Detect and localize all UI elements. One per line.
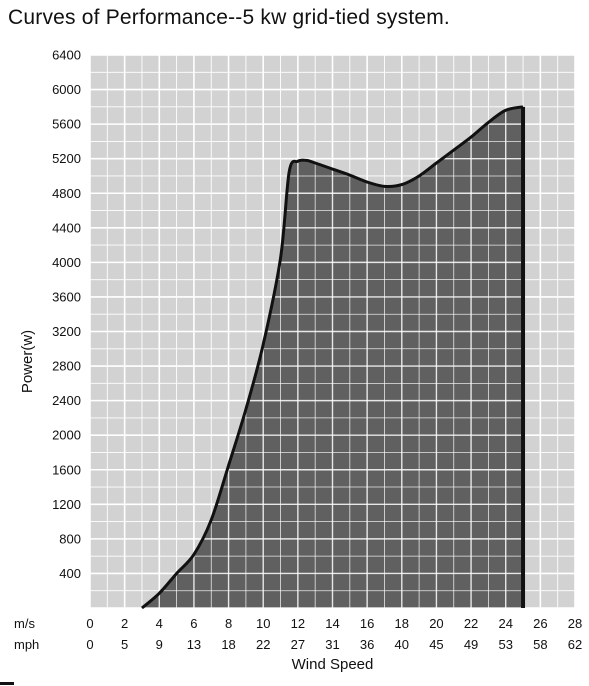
x-tick-label-ms: 16 bbox=[360, 616, 374, 631]
x-tick-label-mph: 36 bbox=[360, 637, 374, 652]
x-axis-label: Wind Speed bbox=[292, 656, 374, 673]
x-tick-label-ms: 18 bbox=[395, 616, 409, 631]
y-tick-label: 400 bbox=[59, 566, 81, 581]
x-tick-label-mph: 45 bbox=[429, 637, 443, 652]
x-tick-label-mph: 58 bbox=[533, 637, 547, 652]
x-tick-label-ms: 14 bbox=[325, 616, 339, 631]
x-tick-label-mph: 9 bbox=[156, 637, 163, 652]
corner-mark bbox=[0, 682, 14, 685]
y-tick-label: 2800 bbox=[52, 359, 81, 374]
x-tick-label-mph: 0 bbox=[86, 637, 93, 652]
x-tick-label-ms: 12 bbox=[291, 616, 305, 631]
y-tick-label: 6400 bbox=[52, 48, 81, 63]
x-tick-label-ms: 4 bbox=[156, 616, 163, 631]
x-tick-label-mph: 53 bbox=[498, 637, 512, 652]
x-tick-label-mph: 31 bbox=[325, 637, 339, 652]
x-tick-label-mph: 62 bbox=[568, 637, 582, 652]
x-tick-label-mph: 27 bbox=[291, 637, 305, 652]
x-tick-label-mph: 13 bbox=[187, 637, 201, 652]
x-tick-label-ms: 22 bbox=[464, 616, 478, 631]
y-tick-label: 2000 bbox=[52, 428, 81, 443]
y-tick-label: 4400 bbox=[52, 220, 81, 235]
y-axis-label: Power(w) bbox=[19, 330, 36, 393]
power-curve bbox=[140, 105, 524, 610]
y-tick-label: 3200 bbox=[52, 324, 81, 339]
x-tick-label-ms: 0 bbox=[86, 616, 93, 631]
x-unit-mph-label: mph bbox=[14, 637, 39, 652]
y-tick-label: 800 bbox=[59, 531, 81, 546]
x-tick-label-ms: 10 bbox=[256, 616, 270, 631]
x-unit-ms-label: m/s bbox=[14, 616, 35, 631]
y-tick-label: 3600 bbox=[52, 289, 81, 304]
y-tick-labels: 400 800 1200 1600 2000 2400 2800 3200 3600 4000 44… bbox=[52, 48, 81, 581]
x-tick-label-mph: 22 bbox=[256, 637, 270, 652]
x-tick-label-mph: 49 bbox=[464, 637, 478, 652]
x-tick-label-ms: 20 bbox=[429, 616, 443, 631]
y-tick-label: 1600 bbox=[52, 462, 81, 477]
y-tick-label: 5600 bbox=[52, 117, 81, 132]
x-tick-label-ms: 6 bbox=[190, 616, 197, 631]
y-tick-label: 1200 bbox=[52, 497, 81, 512]
chart-title: Curves of Performance--5 kw grid-tied sy… bbox=[8, 6, 450, 29]
y-tick-label: 5200 bbox=[52, 151, 81, 166]
y-tick-label: 4800 bbox=[52, 186, 81, 201]
x-tick-label-mph: 40 bbox=[395, 637, 409, 652]
x-tick-label-ms: 28 bbox=[568, 616, 582, 631]
x-tick-label-ms: 24 bbox=[498, 616, 512, 631]
x-tick-labels-mph: 0 5 9 13 18 22 27 31 36 40 45 49 53 58 62 bbox=[86, 637, 582, 652]
x-tick-label-ms: 2 bbox=[121, 616, 128, 631]
x-tick-labels-ms: 0 2 4 6 8 10 12 14 16 18 20 22 24 26 28 bbox=[86, 616, 582, 631]
x-tick-label-ms: 8 bbox=[225, 616, 232, 631]
x-tick-label-mph: 18 bbox=[221, 637, 235, 652]
y-tick-label: 2400 bbox=[52, 393, 81, 408]
y-tick-label: 4000 bbox=[52, 255, 81, 270]
x-tick-label-mph: 5 bbox=[121, 637, 128, 652]
y-tick-label: 6000 bbox=[52, 82, 81, 97]
x-tick-label-ms: 26 bbox=[533, 616, 547, 631]
